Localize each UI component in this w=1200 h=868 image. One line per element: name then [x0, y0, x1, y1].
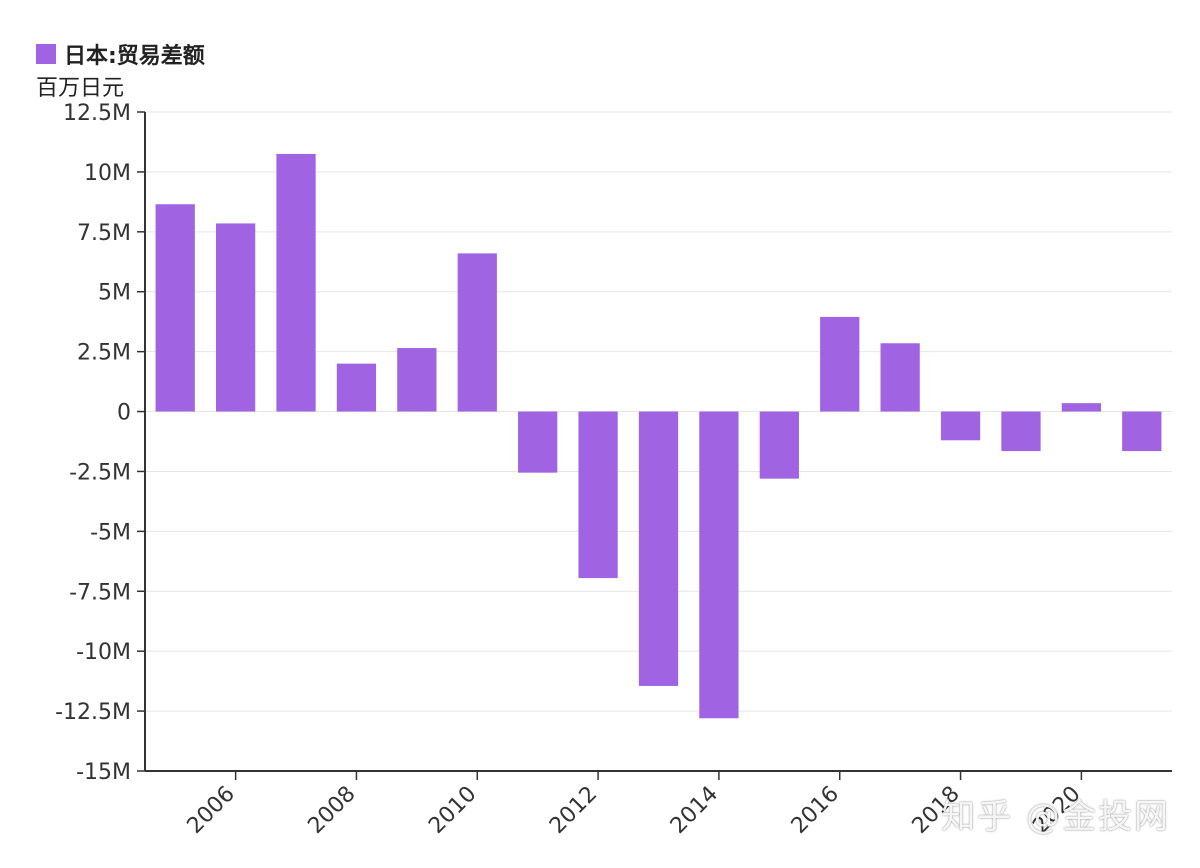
bar-2016 — [820, 316, 860, 412]
watermark: 知乎 @金投网 — [941, 797, 1170, 837]
bar-2019 — [1001, 411, 1041, 452]
legend: 日本:贸易差额 — [36, 38, 205, 70]
y-tick-label: -5M — [90, 520, 131, 545]
y-tick-label: -12.5M — [55, 700, 131, 725]
y-tick-label: 5M — [98, 281, 131, 306]
x-tick-label: 2008 — [303, 782, 360, 839]
legend-label: 日本:贸易差额 — [64, 44, 205, 69]
bar-2008 — [336, 363, 377, 412]
x-tick-label: 2012 — [545, 782, 602, 839]
bar-2014 — [699, 411, 739, 719]
x-tick-label: 2014 — [666, 782, 723, 839]
y-tick-label: 7.5M — [77, 221, 131, 246]
bar-2009 — [397, 348, 437, 412]
bar-2013 — [638, 411, 679, 686]
y-tick-label: 2.5M — [77, 341, 131, 366]
bar-2020 — [1061, 403, 1102, 412]
legend-swatch — [36, 44, 56, 64]
bar-2017 — [880, 343, 920, 412]
bar-2006 — [215, 223, 256, 412]
y-tick-label: -15M — [76, 760, 131, 785]
y-tick-label: 10M — [84, 161, 131, 186]
y-tick-label: 12.5M — [63, 101, 131, 126]
bar-2007 — [276, 153, 316, 412]
bar-2015 — [759, 411, 799, 479]
bar-2005 — [155, 204, 195, 412]
bar-2021 — [1122, 411, 1162, 452]
y-tick-label: -2.5M — [69, 460, 131, 485]
y-tick-label: -7.5M — [69, 580, 131, 605]
x-tick-label: 2010 — [424, 782, 481, 839]
bar-2018 — [940, 411, 981, 441]
bar-2010 — [457, 253, 497, 412]
x-tick-label: 2016 — [787, 782, 844, 839]
y-unit-label: 百万日元 — [36, 76, 125, 101]
bar-2012 — [578, 411, 618, 579]
y-tick-label: -10M — [76, 640, 131, 665]
x-tick-label: 2006 — [183, 782, 240, 839]
bar-2011 — [518, 411, 558, 473]
y-tick-label: 0 — [117, 401, 131, 426]
